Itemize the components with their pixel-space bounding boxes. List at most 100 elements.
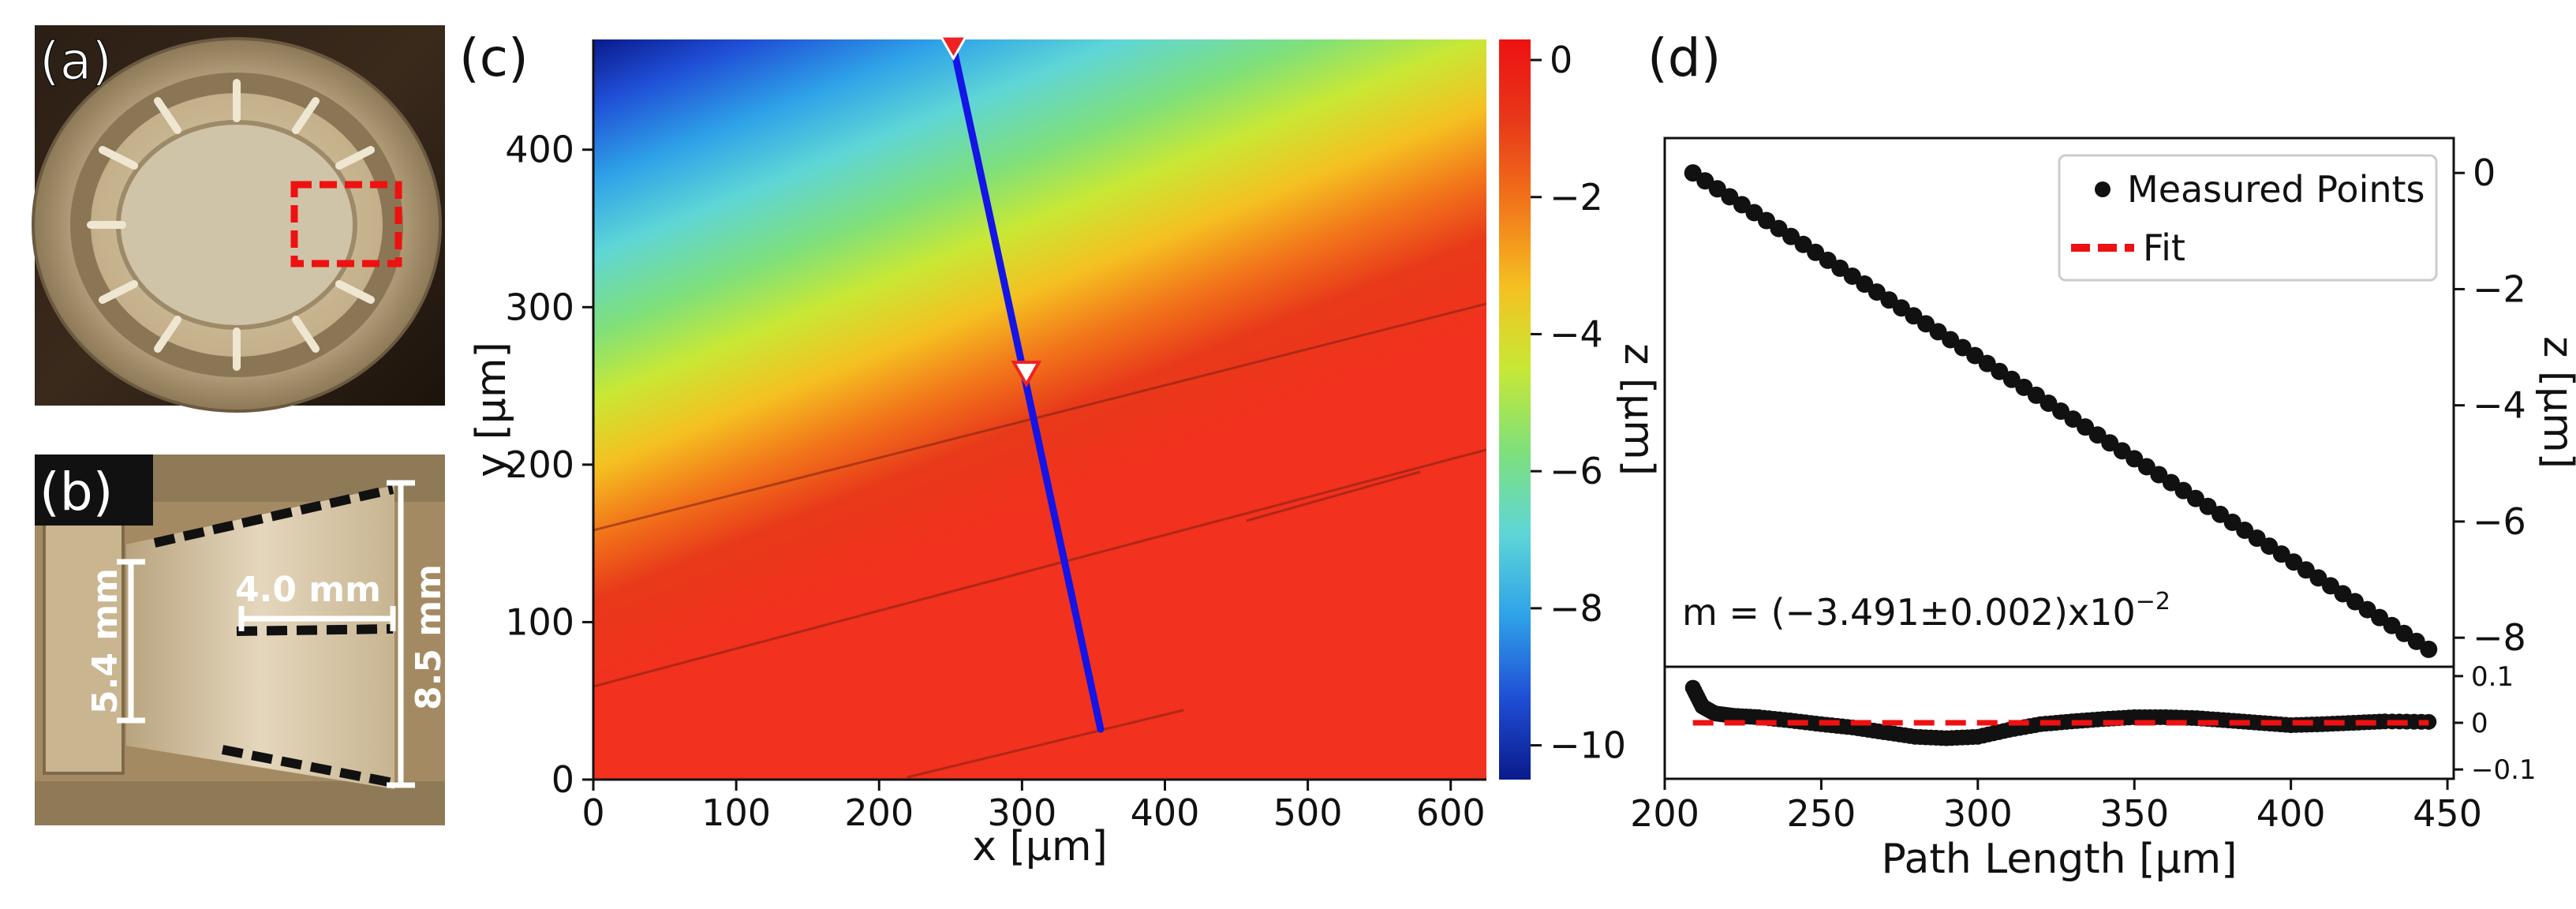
scatter-y-tick-label: −2 [2473,267,2526,310]
path-mid-marker [1011,361,1042,388]
heatmap-y-tick-label: 400 [505,129,574,171]
heatmap-x-tick-label: 500 [1273,791,1343,834]
legend-measured-marker [2095,181,2111,197]
residual-y-tick-label: 0 [2471,708,2488,739]
scatter-y-tick-label: −6 [2473,500,2526,543]
photo-a-inner [116,120,357,330]
measured-point [1991,362,2009,380]
measured-point [1843,267,1861,285]
measured-point [2113,442,2131,460]
measured-point [1856,275,1874,294]
photo-b-dimension-lines [117,480,415,788]
measured-point [1684,164,1702,182]
measured-point [1721,188,1739,206]
measured-point [1978,354,1996,372]
photo-b-label-background [35,454,153,526]
heatmap-scratches [593,302,1486,779]
slope-annotation-base: m = (−3.491±0.002)x10 [1682,591,2136,634]
path-start-marker [938,35,969,62]
heatmap-y-tick-label: 0 [551,758,574,801]
measured-point [2162,473,2180,492]
heatmap-x-tick-label: 600 [1416,791,1486,834]
residual-y-tick-label: 0.1 [2471,661,2514,693]
colorbar-tick-label: −10 [1550,724,1626,767]
photo-b-sample [126,485,394,789]
measured-point [2199,497,2217,515]
colorbar [1499,39,1531,780]
colorbar-tick-label: −6 [1550,450,1603,492]
panel-d: (d) 200 250 300 350 400 4500−2−4−6−80.10−0.1 … [1630,28,2576,883]
measured-point [2101,434,2119,452]
scatter-x-tick-label: 200 [1630,792,1699,835]
measured-point [2211,505,2230,523]
heatmap-x-axis-label: x [μm] [972,823,1108,870]
measured-point [2015,378,2033,396]
measured-point [1745,204,1763,222]
measured-point [2077,418,2095,436]
measured-point [2321,577,2339,595]
colorbar-ticks: 0 −2 −4 −6 −8 −10 [1531,39,1626,767]
panel-c: (c) 0 100 200 300 400 500 600 0 100 200 300 400 x [… [459,28,1662,870]
measured-point [1782,227,1800,245]
panel-c-label: (c) [459,28,529,88]
measured-point [2260,537,2279,556]
heatmap-x-tick-label: 300 [987,791,1056,834]
photo-b-rail-bottom [35,781,445,825]
legend-box [2058,154,2438,282]
measured-point [2150,466,2168,484]
measured-point [2137,458,2155,476]
dimension-5-4mm: 5.4 mm [85,568,125,714]
measured-point [2186,489,2204,507]
measured-point [1757,211,1775,230]
measured-point [2346,593,2364,611]
colorbar-tick-label: −4 [1550,312,1603,355]
scatter-y-tick-label: 0 [2473,152,2496,194]
measured-point [1917,315,1935,333]
scatter-x-tick-label: 450 [2413,792,2482,835]
heatmap-axes: 0 100 200 300 400 500 600 0 100 200 300 400 [505,39,1486,834]
measured-point [2088,426,2107,444]
measured-point [1892,299,1910,317]
heatmap-x-tick-label: 100 [701,791,771,834]
measured-point [1953,339,1972,357]
heatmap-y-tick-label: 300 [505,286,574,328]
residual-points [1684,679,2437,746]
measured-point [2285,553,2303,571]
scatter-y-tick-label: −4 [2473,384,2526,427]
measured-point [2395,624,2413,642]
heatmap-x-tick-label: 400 [1131,791,1200,834]
dimension-4-0mm: 4.0 mm [235,570,381,610]
colorbar-label: z [μm] [1615,343,1662,476]
measured-point [2420,640,2438,658]
region-highlight-box [290,181,402,267]
measured-point [2039,394,2058,412]
measured-point [2272,545,2290,563]
measured-point [2358,600,2376,619]
measured-point [2309,569,2327,587]
photo-b-post [43,511,125,775]
measured-point [2334,585,2352,603]
scatter-x-tick-label: 400 [2256,792,2326,835]
scatter-x-axis-label: Path Length [μm] [1882,836,2238,883]
photo-a-spokes [87,79,375,371]
slope-annotation: m = (−3.491±0.002)x10−2 [1682,588,2170,634]
measured-point [1696,172,1714,190]
measured-point [1868,283,1886,301]
scatter-x-tick-label: 300 [1943,792,2013,835]
measured-point [2297,561,2315,579]
colorbar-tick-label: 0 [1550,39,1572,81]
measured-point [1966,346,1984,365]
measured-point [2223,513,2241,531]
measured-point [2383,616,2401,634]
measured-point [1831,259,1849,277]
measured-point [2002,370,2021,388]
measured-point [1905,307,1923,325]
measured-point [1807,243,1825,261]
measured-point [1733,196,1751,214]
scatter-y-axis-label: z [μm] [2534,336,2576,469]
dimension-8-5mm: 8.5 mm [409,564,449,710]
heatmap-y-tick-label: 200 [505,443,574,486]
colorbar-tick-label: −2 [1550,176,1603,219]
panel-b: (b) 5.4 mm 4.0 mm 8.5 mm [35,454,449,825]
heatmap-y-axis-label: y [μm] [468,342,515,477]
